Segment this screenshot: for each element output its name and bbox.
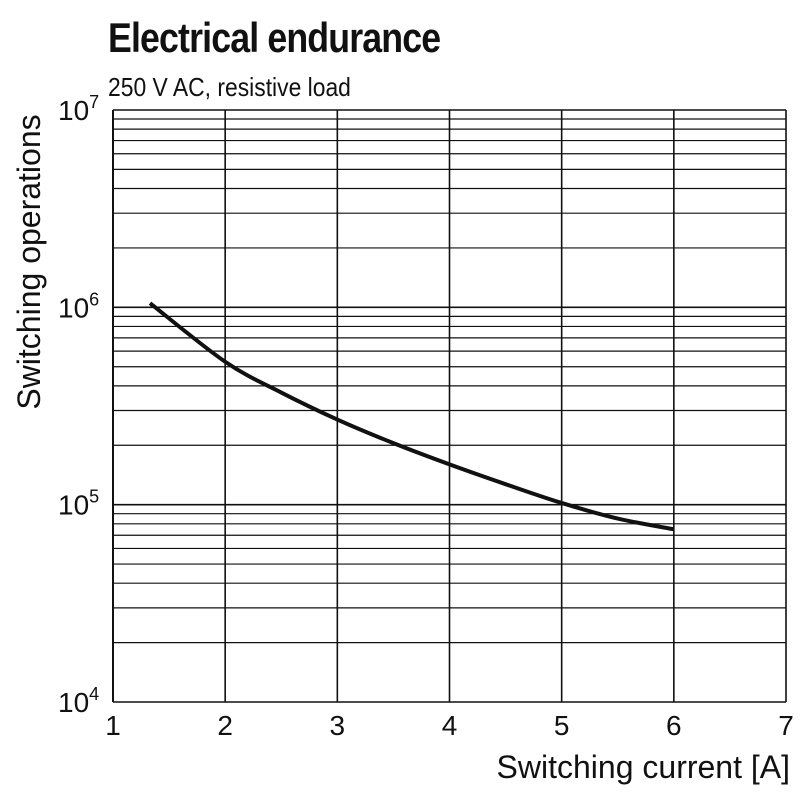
y-axis-label: Switching operations [11, 114, 47, 409]
x-tick-label: 2 [217, 710, 233, 741]
series [148, 301, 675, 532]
x-tick-label: 5 [554, 710, 570, 741]
x-tick-label: 6 [666, 710, 682, 741]
x-axis-label: Switching current [A] [497, 749, 790, 785]
x-tick-label: 3 [330, 710, 346, 741]
grid [112, 109, 787, 703]
chart-subtitle: 250 V AC, resistive load [108, 72, 351, 102]
x-tick-label: 7 [778, 710, 794, 741]
endurance-curve [148, 301, 675, 532]
y-tick-label: 105 [58, 487, 99, 521]
chart-title: Electrical endurance [108, 14, 441, 61]
y-tick-label: 107 [58, 92, 99, 126]
y-tick-label: 104 [58, 684, 99, 718]
y-tick-label: 106 [58, 289, 99, 323]
x-tick-label: 4 [442, 710, 458, 741]
tick-labels: 1 2 3 4 5 6 7 104 105 106 107 [58, 92, 794, 741]
x-tick-label: 1 [105, 710, 121, 741]
